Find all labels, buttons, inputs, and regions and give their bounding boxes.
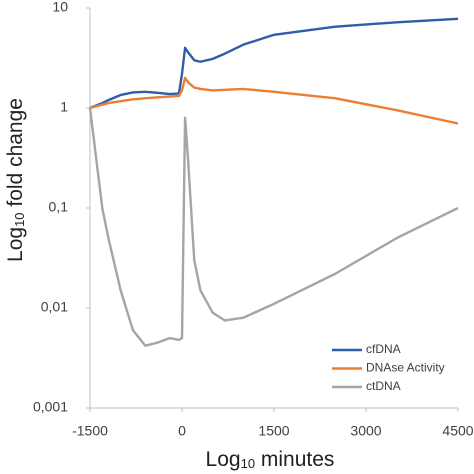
y-title-part: Log <box>4 227 27 262</box>
x-tick-label: -1500 <box>72 423 108 439</box>
x-tick-label: 1500 <box>258 423 289 439</box>
y-title-part: fold change <box>4 98 27 212</box>
x-tick-label: 3000 <box>350 423 381 439</box>
y-tick-label: 10 <box>52 0 68 15</box>
y-tick-label: 0,1 <box>49 199 69 215</box>
y-tick-label: 0,01 <box>41 299 68 315</box>
x-title-part: Log <box>206 448 241 471</box>
x-axis-title: Log10 minutes <box>206 448 335 472</box>
y-tick-label: 1 <box>60 99 68 115</box>
legend-label: DNAse Activity <box>366 361 445 375</box>
series-line <box>88 107 459 347</box>
x-title-part: minutes <box>255 448 334 471</box>
x-tick-label: 4500 <box>442 423 473 439</box>
x-title-sub: 10 <box>241 456 255 471</box>
y-axis-title: Log10 fold change <box>4 98 28 262</box>
legend-label: cfDNA <box>366 342 401 356</box>
y-title-sub: 10 <box>12 212 27 226</box>
x-tick-label: 0 <box>178 423 186 439</box>
series-line <box>89 17 459 110</box>
legend-label: ctDNA <box>366 379 401 393</box>
series-line <box>89 76 459 125</box>
y-tick-label: 0,001 <box>33 399 68 415</box>
